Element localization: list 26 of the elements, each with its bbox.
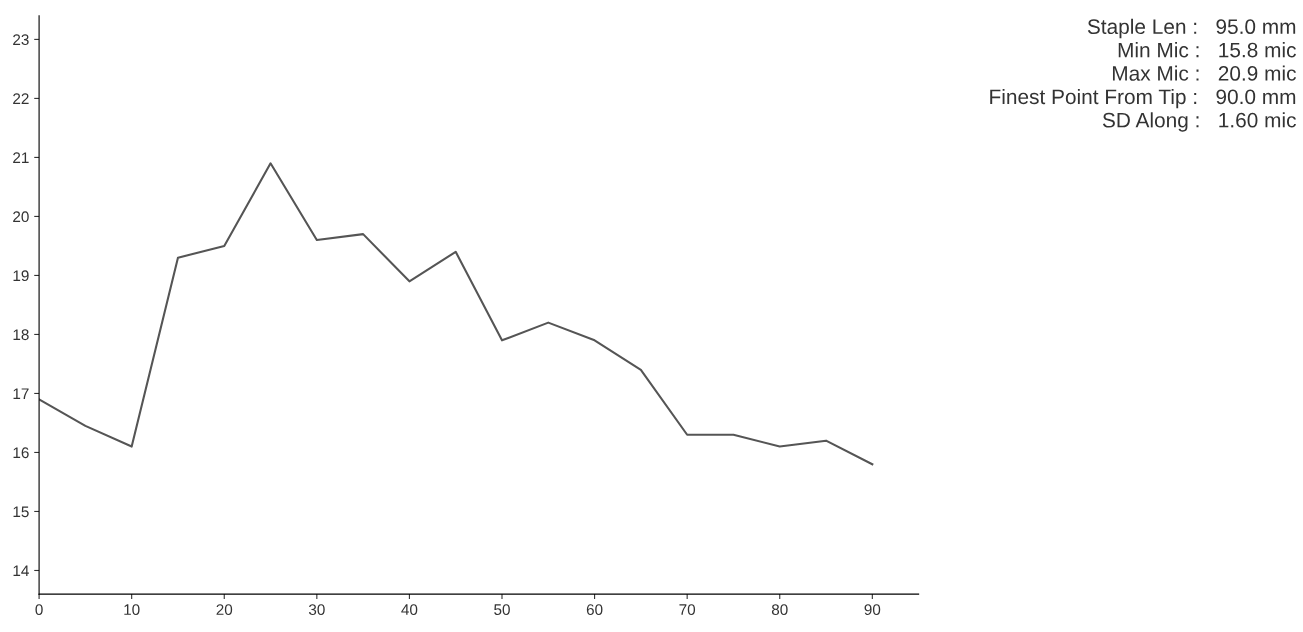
y-tick-label: 22 (13, 93, 29, 104)
x-tick-label: 10 (124, 604, 140, 616)
y-tick-label: 14 (13, 565, 29, 577)
text: Min Mic : 15.8 mic (1118, 42, 1296, 58)
y-tick-label: 15 (13, 506, 29, 518)
line-series (39, 162, 874, 466)
text: Staple Len : 95.0 mm (1087, 18, 1296, 39)
x-tick-label: 70 (679, 604, 696, 616)
x-tick-label: 20 (216, 604, 233, 616)
y-tick-label: 16 (13, 447, 29, 459)
x-tick-label: 90 (864, 604, 881, 616)
x-tick-label: 50 (494, 604, 510, 616)
y-tick-label: 21 (13, 152, 29, 163)
y-tick-label: 17 (13, 388, 29, 399)
text: Finest Point From Tip : 90.0 mm (990, 88, 1296, 109)
text: Max Mic : 20.9 mic (1112, 65, 1296, 81)
x-tick-label: 60 (586, 604, 603, 616)
y-tick-label: 19 (13, 270, 29, 282)
x-tick-label: 80 (771, 604, 788, 616)
x-tick-label: 30 (308, 604, 325, 616)
y-tick-label: 23 (13, 34, 29, 46)
text: SD Along : 1.60 mic (1102, 112, 1296, 132)
x-tick-label: 0 (35, 604, 43, 616)
x-tick-label: 40 (401, 604, 418, 616)
y-tick-label: 20 (13, 211, 29, 223)
y-tick-label: 18 (13, 329, 29, 341)
